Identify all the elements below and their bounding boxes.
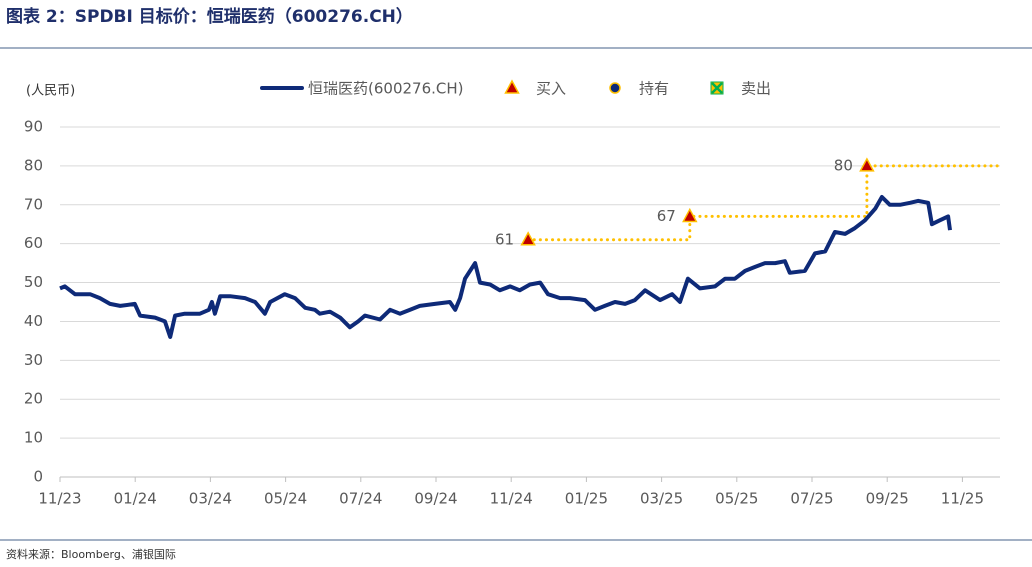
x-tick-label: 05/24 xyxy=(264,490,307,508)
value-label: 80 xyxy=(834,156,853,174)
x-tick-label: 05/25 xyxy=(715,490,758,508)
legend-label: 持有 xyxy=(639,80,669,98)
y-tick-label: 50 xyxy=(24,273,43,291)
x-tick-label: 09/25 xyxy=(866,490,909,508)
x-tick-label: 01/24 xyxy=(114,490,157,508)
x-tick-label: 11/24 xyxy=(490,490,533,508)
y-tick-label: 20 xyxy=(24,390,43,408)
value-label: 67 xyxy=(657,207,676,225)
y-tick-label: 60 xyxy=(24,234,43,252)
x-tick-label: 11/23 xyxy=(38,490,81,508)
y-tick-label: 30 xyxy=(24,351,43,369)
x-tick-label: 07/24 xyxy=(339,490,382,508)
legend-label: 卖出 xyxy=(741,80,771,98)
y-tick-label: 40 xyxy=(24,312,43,330)
price-line xyxy=(59,195,952,339)
source: 资料来源：Bloomberg、浦银国际 xyxy=(6,547,176,561)
y-axis-label: (人民币) xyxy=(26,84,75,99)
target-line xyxy=(526,164,1002,242)
y-tick-label: 70 xyxy=(24,195,43,213)
y-tick-label: 10 xyxy=(24,429,43,447)
x-tick-label: 03/24 xyxy=(189,490,232,508)
x-tick-label: 03/25 xyxy=(640,490,683,508)
x-tick-label: 01/25 xyxy=(565,490,608,508)
legend-symbol-x xyxy=(711,82,723,94)
x-tick-label: 07/25 xyxy=(790,490,833,508)
legend-symbol xyxy=(609,82,621,94)
x-tick-label: 09/24 xyxy=(414,490,457,508)
legend-symbol xyxy=(504,79,520,94)
legend-label: 恒瑞医药(600276.CH) xyxy=(308,80,464,98)
legend-label: 买入 xyxy=(536,80,566,98)
rating-marker xyxy=(859,157,875,172)
y-tick-label: 90 xyxy=(24,118,43,136)
y-tick-label: 0 xyxy=(33,468,43,486)
y-tick-label: 80 xyxy=(24,156,43,174)
value-label: 61 xyxy=(495,230,514,248)
x-tick-label: 11/25 xyxy=(941,490,984,508)
rating-marker xyxy=(520,231,536,246)
chart-title: 图表 2：SPDBI 目标价：恒瑞医药（600276.CH） xyxy=(6,6,413,27)
rating-marker xyxy=(682,207,698,223)
